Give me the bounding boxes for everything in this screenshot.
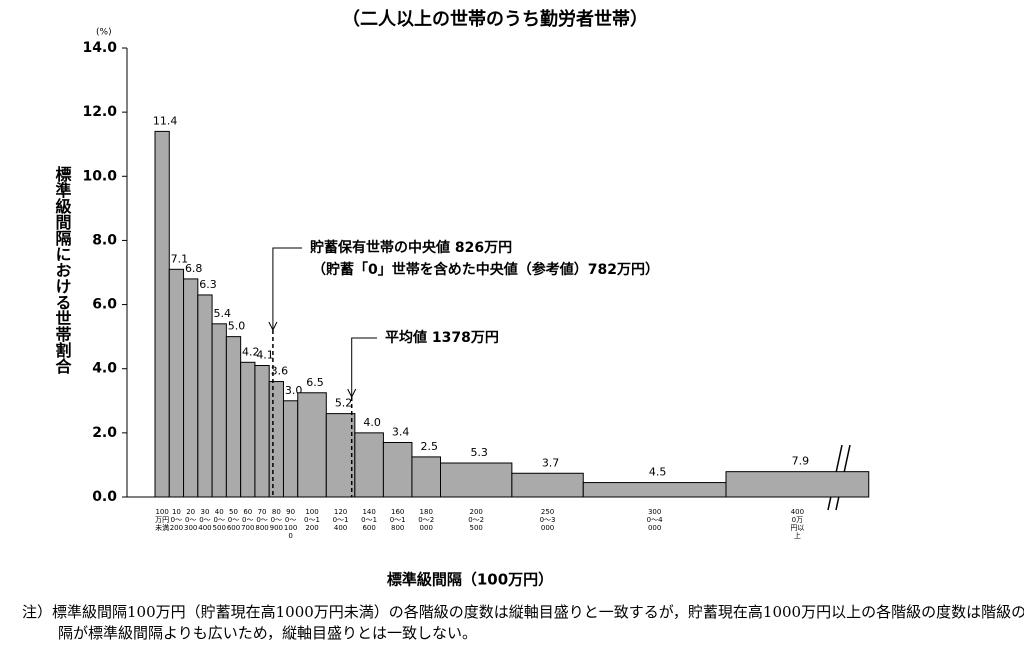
annotation-arrow — [272, 247, 302, 330]
value-label: 3.4 — [392, 425, 410, 438]
x-tick-label: 1400〜1600 — [361, 508, 378, 532]
value-label: 4.2 — [242, 345, 260, 358]
value-label: 4.1 — [256, 349, 274, 362]
bar — [240, 361, 256, 498]
y-tick-label: 12.0 — [82, 104, 117, 120]
value-label: 4.0 — [363, 416, 381, 429]
annotation-arrow — [351, 337, 377, 397]
x-axis-label: 標準級間隔（100万円） — [387, 571, 553, 589]
y-tick-label: 4.0 — [92, 361, 117, 377]
value-label: 5.0 — [228, 320, 246, 333]
x-tick-label: 800〜900 — [269, 508, 283, 532]
y-tick-label: 0.0 — [92, 489, 117, 505]
x-tick-label: 700〜800 — [255, 508, 269, 532]
bar — [582, 482, 727, 498]
x-tick-label: 600〜700 — [241, 508, 255, 532]
y-tick-label: 6.0 — [92, 297, 117, 313]
bar — [168, 268, 185, 498]
annotation: 平均値 1378万円 — [385, 329, 499, 346]
x-tick-label: 1600〜1800 — [389, 508, 406, 532]
x-tick-label: 3000〜4000 — [646, 508, 663, 532]
bar — [154, 130, 170, 498]
x-tick-label: 300〜400 — [198, 508, 212, 532]
y-unit: (%) — [96, 28, 112, 38]
x-tick-label: 1200〜1400 — [332, 508, 349, 532]
value-label: 3.6 — [271, 365, 289, 378]
annotation: 貯蓄保有世帯の中央値 826万円 — [310, 239, 512, 256]
x-tick-label: 200〜300 — [183, 508, 198, 532]
y-tick-label: 10.0 — [82, 168, 117, 184]
x-tick-label: 1800〜2000 — [418, 508, 435, 532]
value-label: 5.3 — [470, 446, 488, 459]
bar — [211, 323, 227, 498]
chart-title: （二人以上の世帯のうち勤労者世帯） — [342, 8, 648, 30]
value-label: 7.1 — [171, 252, 189, 265]
value-label: 3.7 — [542, 456, 560, 469]
bar — [282, 400, 299, 498]
value-label: 5.4 — [213, 307, 231, 320]
bar — [225, 336, 242, 498]
bar — [511, 472, 584, 498]
x-tick-label: 500〜600 — [226, 508, 241, 532]
bar — [297, 392, 327, 498]
chart: （二人以上の世帯のうち勤労者世帯） (%) 標準級間隔における世帯割合 標準級間… — [53, 8, 870, 589]
value-label: 4.5 — [649, 466, 667, 479]
bar — [440, 462, 513, 498]
y-tick-label: 14.0 — [82, 40, 117, 56]
x-tick-label: 900〜1000 — [283, 508, 298, 540]
x-tick-label: 100万円未満 — [155, 508, 170, 532]
bar — [411, 456, 442, 498]
x-tick-label: 1000〜1200 — [304, 508, 320, 532]
value-label: 6.8 — [185, 262, 203, 275]
value-label: 6.3 — [199, 278, 217, 291]
value-label: 7.9 — [792, 455, 810, 468]
y-tick-label: 2.0 — [92, 425, 117, 441]
annotation: （貯蓄「0」世帯を含めた中央値（参考値）782万円） — [312, 261, 659, 278]
bar — [325, 413, 356, 498]
bar — [725, 471, 870, 498]
y-axis-label: 標準級間隔における世帯割合 — [53, 165, 72, 375]
value-label: 5.2 — [335, 397, 353, 410]
x-tick-label: 400〜500 — [212, 508, 226, 532]
bar — [183, 278, 199, 498]
x-tick-label: 2000〜2500 — [468, 508, 485, 532]
x-tick-label: 100〜200 — [169, 508, 184, 532]
x-tick-label: 2500〜3000 — [539, 508, 556, 532]
note: 注）標準級間隔100万円（貯蓄現在高1000万円未満）の各階級の度数は縦軸目盛り… — [22, 603, 1024, 642]
bar — [197, 294, 213, 498]
bar — [382, 441, 413, 498]
y-tick-label: 8.0 — [92, 232, 117, 248]
value-label: 2.5 — [420, 440, 438, 453]
x-tick-label: 4000万円以上 — [790, 508, 805, 540]
value-label: 11.4 — [153, 114, 178, 127]
bar — [354, 432, 384, 498]
bar — [268, 381, 284, 498]
bar — [254, 365, 270, 498]
value-label: 6.5 — [306, 376, 324, 389]
